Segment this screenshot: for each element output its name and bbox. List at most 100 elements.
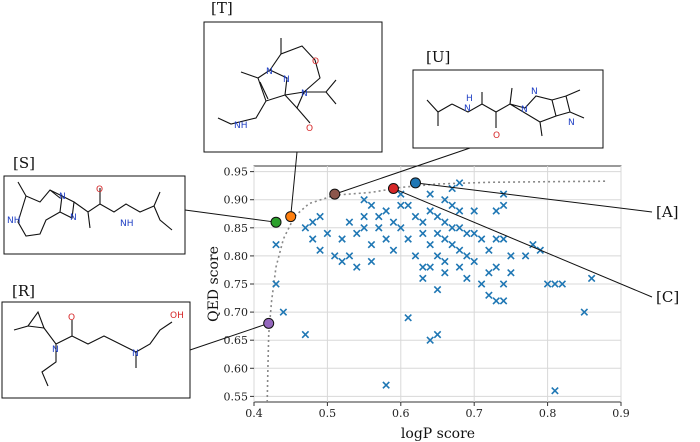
leader-line (184, 209, 277, 223)
scatter-point-stroke (352, 263, 361, 271)
scatter-point-stroke (558, 280, 567, 288)
scatter-point-stroke (308, 218, 317, 226)
scatter-point (551, 386, 559, 395)
scatter-point (448, 240, 456, 249)
scatter-point-stroke (463, 252, 471, 260)
scatter-point (507, 252, 515, 260)
scatter-point-stroke (580, 308, 589, 316)
scatter-point (382, 207, 390, 215)
molecule-r-panel: [R] N O N OH (1, 282, 191, 399)
highlighted-points (263, 177, 421, 329)
scatter-point-stroke (448, 201, 456, 210)
scatter-point (455, 263, 464, 271)
molecule-t-atom-6: O (306, 124, 313, 134)
x-tick-label: 0.6 (392, 407, 410, 420)
y-tick-label: 0.75 (224, 278, 249, 291)
scatter-point (316, 246, 324, 255)
scatter-point-stroke (338, 235, 346, 243)
y-tick-label: 0.95 (224, 166, 249, 179)
x-tick-label: 0.8 (539, 407, 557, 420)
scatter-point-stroke (426, 240, 434, 249)
scatter-point-stroke (301, 330, 310, 339)
scatter-point (433, 285, 442, 294)
molecule-u-box (412, 69, 604, 149)
scatter-point-stroke (389, 246, 398, 255)
scatter-point (433, 212, 442, 221)
scatter-point (455, 179, 464, 187)
highlighted-point (329, 188, 341, 200)
scatter-point-stroke (426, 263, 434, 271)
scatter-point-stroke (272, 240, 280, 249)
scatter-series (272, 179, 596, 395)
scatter-point-stroke (397, 201, 405, 210)
scatter-point (411, 212, 420, 221)
scatter-point (345, 218, 354, 226)
y-tick-label: 0.80 (224, 250, 249, 263)
scatter-point-stroke (382, 381, 390, 389)
scatter-point (551, 280, 559, 288)
scatter-point (411, 252, 420, 260)
scatter-point (382, 381, 390, 389)
y-tick-label: 0.85 (224, 222, 249, 235)
scatter-point-stroke (463, 274, 471, 283)
molecule-r-box (1, 301, 191, 399)
molecule-u-atom-2: N (464, 104, 471, 114)
scatter-point (308, 235, 317, 243)
scatter-point-stroke (404, 313, 412, 322)
scatter-point-stroke (360, 224, 368, 232)
scatter-point-stroke (507, 252, 515, 260)
highlighted-point (409, 177, 421, 189)
y-ticks: 0.55 0.60 0.65 0.70 0.75 0.80 0.85 0.90 0.95 (224, 166, 254, 403)
molecule-u-atom-1: H (466, 94, 473, 104)
molecule-r-atom-4: OH (170, 311, 184, 321)
scatter-point-stroke (419, 263, 427, 271)
scatter-point (330, 252, 339, 260)
scatter-point (360, 195, 368, 204)
scatter-point (433, 252, 442, 260)
scatter-point (543, 280, 552, 288)
scatter-point-stroke (492, 297, 500, 305)
scatter-point (279, 308, 288, 316)
scatter-point (558, 280, 567, 288)
scatter-point (441, 268, 449, 277)
scatter-point (397, 224, 405, 232)
x-axis-label: logP score (401, 426, 475, 442)
callout-label-c: [C] (656, 288, 679, 306)
scatter-point (352, 229, 361, 238)
scatter-point (426, 190, 434, 198)
molecule-s-label: [S] (13, 154, 35, 172)
x-ticks: 0.4 0.5 0.6 0.7 0.8 0.9 (245, 402, 630, 420)
scatter-point (397, 201, 405, 210)
scatter-point (367, 257, 376, 266)
scatter-point-stroke (499, 280, 508, 288)
scatter-point-stroke (360, 212, 368, 221)
x-tick-label: 0.9 (612, 407, 630, 420)
scatter-point (375, 224, 383, 232)
scatter-point-stroke (360, 195, 368, 204)
scatter-point (507, 268, 515, 277)
scatter-point-stroke (441, 218, 449, 226)
scatter-point (485, 268, 493, 277)
molecule-t-box (203, 21, 383, 153)
scatter-point-stroke (367, 201, 376, 210)
molecule-r-atom-2: O (68, 313, 75, 323)
molecule-t-bonds (217, 38, 337, 125)
scatter-point-stroke (448, 184, 456, 193)
molecule-t-atom-5: NH (234, 121, 248, 131)
scatter-point-stroke (419, 218, 427, 226)
scatter-point (492, 235, 500, 243)
scatter-point (404, 201, 412, 210)
scatter-point-stroke (272, 280, 280, 288)
scatter-point-stroke (455, 263, 464, 271)
y-tick-label: 0.70 (224, 306, 249, 319)
scatter-point (338, 235, 346, 243)
scatter-point (492, 263, 500, 271)
molecule-s-atom-4: O (96, 185, 103, 195)
scatter-point (463, 274, 471, 283)
highlighted-point (285, 211, 297, 223)
scatter-point (360, 212, 368, 221)
molecule-s-atoms: NH N N O NH (7, 185, 134, 229)
scatter-point-stroke (587, 274, 596, 283)
molecule-t-panel: [T] N N O N NH O (203, 0, 383, 153)
scatter-point (455, 224, 464, 232)
